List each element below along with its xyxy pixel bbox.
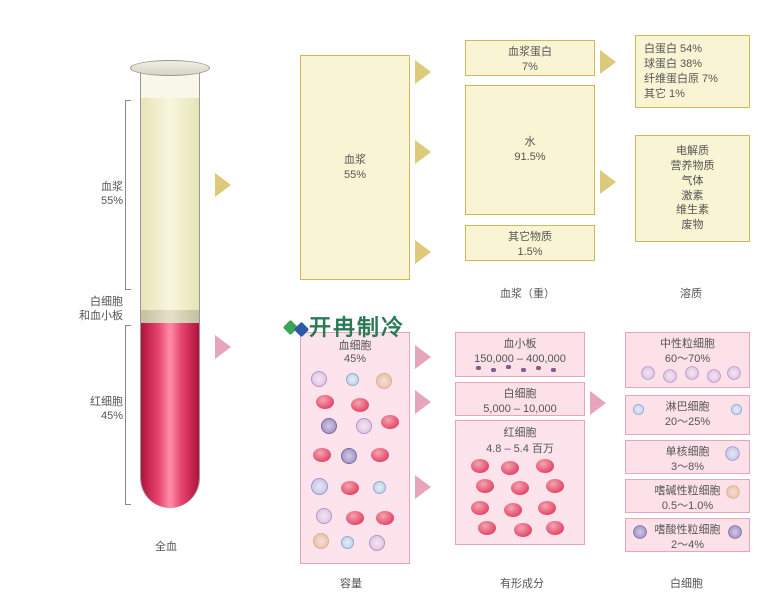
col-volume: 容量 <box>340 575 362 591</box>
col-plasma-weight: 血浆（重） <box>500 285 555 301</box>
arrow-icon <box>215 173 231 197</box>
plasma-water-box: 水91.5% <box>465 85 595 215</box>
watermark: 开冉制冷 <box>285 310 405 342</box>
arrow-icon <box>590 391 606 415</box>
neutrophil-box: 中性粒细胞60～70% <box>625 332 750 388</box>
cells-main-box: 血细胞45% <box>300 332 410 564</box>
arrow-icon <box>415 475 431 499</box>
plasma-other-box: 其它物质1.5% <box>465 225 595 261</box>
protein-breakdown-box: 白蛋白 54% 球蛋白 38% 纤维蛋白原 7% 其它 1% <box>635 35 750 108</box>
rbc-bracket <box>125 325 131 505</box>
logo-icon <box>285 318 307 340</box>
plasma-bracket <box>125 100 131 290</box>
test-tube <box>140 60 200 510</box>
arrow-icon <box>600 170 616 194</box>
plasma-label: 血浆55% <box>85 180 123 209</box>
arrow-icon <box>600 50 616 74</box>
arrow-icon <box>215 335 231 359</box>
monocyte-box: 单核细胞 3～8% <box>625 440 750 474</box>
lymphocyte-box: 淋巴细胞 20～25% <box>625 395 750 435</box>
basophil-box: 嗜碱性粒细胞 0.5～1.0% <box>625 479 750 513</box>
eosinophil-box: 嗜酸性粒细胞 2～4% <box>625 518 750 552</box>
rbc-box: 红细胞4.8 – 5.4 百万 <box>455 420 585 545</box>
arrow-icon <box>415 240 431 264</box>
buffy-label: 白细胞和血小板 <box>68 295 123 324</box>
wbc-box: 白细胞5,000 – 10,000 <box>455 382 585 416</box>
col-wbc: 白细胞 <box>670 575 703 591</box>
arrow-icon <box>415 345 431 369</box>
col-solute: 溶质 <box>680 285 702 301</box>
plasma-protein-box: 血浆蛋白7% <box>465 40 595 76</box>
rbc-label: 红细胞45% <box>85 395 123 424</box>
platelet-box: 血小板150,000 – 400,000 <box>455 332 585 377</box>
arrow-icon <box>415 390 431 414</box>
solutes-box: 电解质 营养物质 气体 激素 维生素 废物 <box>635 135 750 242</box>
plasma-main-box: 血浆55% <box>300 55 410 280</box>
arrow-icon <box>415 140 431 164</box>
arrow-icon <box>415 60 431 84</box>
col-formed: 有形成分 <box>500 575 544 591</box>
whole-blood-label: 全血 <box>155 540 177 554</box>
